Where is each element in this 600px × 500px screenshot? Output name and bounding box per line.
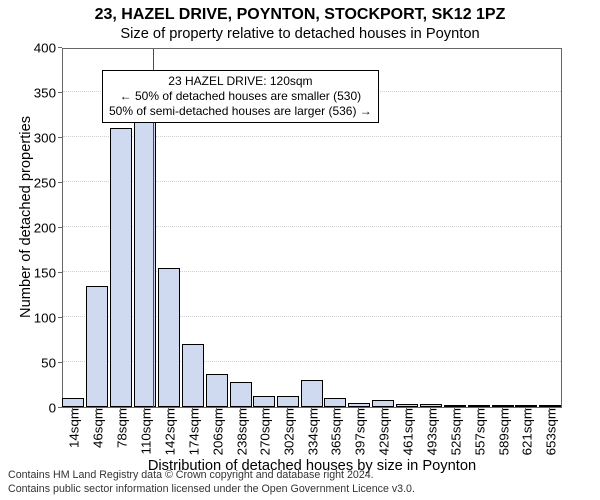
y-tick-label: 0 xyxy=(49,401,62,416)
histogram-bar xyxy=(253,396,275,407)
histogram-bar xyxy=(468,405,490,407)
x-tick-label: 206sqm xyxy=(206,408,225,455)
annotation-box: 23 HAZEL DRIVE: 120sqm ← 50% of detached… xyxy=(102,70,379,123)
y-tick-label: 100 xyxy=(34,311,62,326)
y-axis-label: Number of detached properties xyxy=(18,116,34,318)
x-tick-mark xyxy=(216,408,217,412)
x-tick-mark xyxy=(311,408,312,412)
x-tick-label: 397sqm xyxy=(349,408,368,455)
y-tick-label: 400 xyxy=(34,41,62,56)
x-tick-label: 238sqm xyxy=(230,408,249,455)
x-tick-mark xyxy=(144,408,145,412)
y-tick-mark xyxy=(58,47,62,48)
x-tick-label: 78sqm xyxy=(111,408,130,448)
x-tick-label: 174sqm xyxy=(182,408,201,455)
chart-container: 23, HAZEL DRIVE, POYNTON, STOCKPORT, SK1… xyxy=(0,0,600,500)
x-tick-mark xyxy=(263,408,264,412)
histogram-bar xyxy=(396,404,418,407)
chart-title: 23, HAZEL DRIVE, POYNTON, STOCKPORT, SK1… xyxy=(0,0,600,24)
histogram-bar xyxy=(348,403,370,408)
histogram-bar xyxy=(182,344,204,407)
x-tick-label: 589sqm xyxy=(492,408,511,455)
y-tick-label: 200 xyxy=(34,221,62,236)
y-tick-mark xyxy=(58,182,62,183)
x-tick-mark xyxy=(120,408,121,412)
histogram-bar xyxy=(206,374,228,407)
x-tick-mark xyxy=(382,408,383,412)
x-tick-label: 557sqm xyxy=(468,408,487,455)
x-tick-mark xyxy=(96,408,97,412)
histogram-bar xyxy=(324,398,346,407)
x-tick-label: 621sqm xyxy=(516,408,535,455)
x-tick-mark xyxy=(192,408,193,412)
y-tick-label: 50 xyxy=(41,356,62,371)
histogram-bar xyxy=(444,405,466,407)
histogram-bar xyxy=(515,405,537,407)
histogram-bar xyxy=(158,268,180,408)
y-tick-mark xyxy=(58,362,62,363)
y-tick-label: 300 xyxy=(34,131,62,146)
x-tick-mark xyxy=(478,408,479,412)
x-tick-label: 302sqm xyxy=(278,408,297,455)
annotation-line1: 23 HAZEL DRIVE: 120sqm xyxy=(109,74,372,89)
x-tick-mark xyxy=(358,408,359,412)
histogram-bar xyxy=(539,405,561,407)
x-tick-label: 142sqm xyxy=(158,408,177,455)
histogram-bar xyxy=(110,128,132,407)
x-tick-label: 270sqm xyxy=(254,408,273,455)
x-tick-label: 493sqm xyxy=(420,408,439,455)
x-tick-label: 429sqm xyxy=(373,408,392,455)
x-tick-mark xyxy=(525,408,526,412)
y-tick-label: 350 xyxy=(34,86,62,101)
x-tick-mark xyxy=(72,408,73,412)
histogram-bar xyxy=(230,382,252,407)
x-tick-mark xyxy=(334,408,335,412)
x-tick-mark xyxy=(287,408,288,412)
plot-area: Number of detached properties Distributi… xyxy=(62,48,562,408)
y-tick-mark xyxy=(58,92,62,93)
y-tick-mark xyxy=(58,137,62,138)
x-tick-label: 14sqm xyxy=(63,408,82,448)
x-tick-mark xyxy=(454,408,455,412)
histogram-bar xyxy=(277,396,299,407)
x-tick-label: 334sqm xyxy=(302,408,321,455)
footer-line1: Contains HM Land Registry data © Crown c… xyxy=(8,469,415,482)
histogram-bar xyxy=(372,400,394,407)
histogram-bar xyxy=(301,380,323,407)
y-tick-label: 250 xyxy=(34,176,62,191)
histogram-bar xyxy=(86,286,108,408)
y-tick-mark xyxy=(58,317,62,318)
x-tick-label: 365sqm xyxy=(325,408,344,455)
x-tick-label: 46sqm xyxy=(87,408,106,448)
chart-subtitle: Size of property relative to detached ho… xyxy=(0,24,600,42)
footer-attribution: Contains HM Land Registry data © Crown c… xyxy=(8,469,415,496)
x-tick-label: 653sqm xyxy=(540,408,559,455)
x-tick-mark xyxy=(502,408,503,412)
y-tick-mark xyxy=(58,272,62,273)
footer-line2: Contains public sector information licen… xyxy=(8,483,415,496)
histogram-bar xyxy=(62,398,84,407)
x-tick-label: 461sqm xyxy=(397,408,416,455)
x-tick-mark xyxy=(549,408,550,412)
y-tick-label: 150 xyxy=(34,266,62,281)
x-tick-mark xyxy=(430,408,431,412)
x-tick-mark xyxy=(240,408,241,412)
x-tick-mark xyxy=(168,408,169,412)
annotation-line3: 50% of semi-detached houses are larger (… xyxy=(109,104,372,119)
histogram-bar xyxy=(420,404,442,407)
x-tick-label: 110sqm xyxy=(135,408,154,454)
y-tick-mark xyxy=(58,407,62,408)
annotation-line2: ← 50% of detached houses are smaller (53… xyxy=(109,89,372,104)
x-tick-mark xyxy=(406,408,407,412)
histogram-bar xyxy=(492,405,514,407)
x-tick-label: 525sqm xyxy=(444,408,463,455)
y-tick-mark xyxy=(58,227,62,228)
